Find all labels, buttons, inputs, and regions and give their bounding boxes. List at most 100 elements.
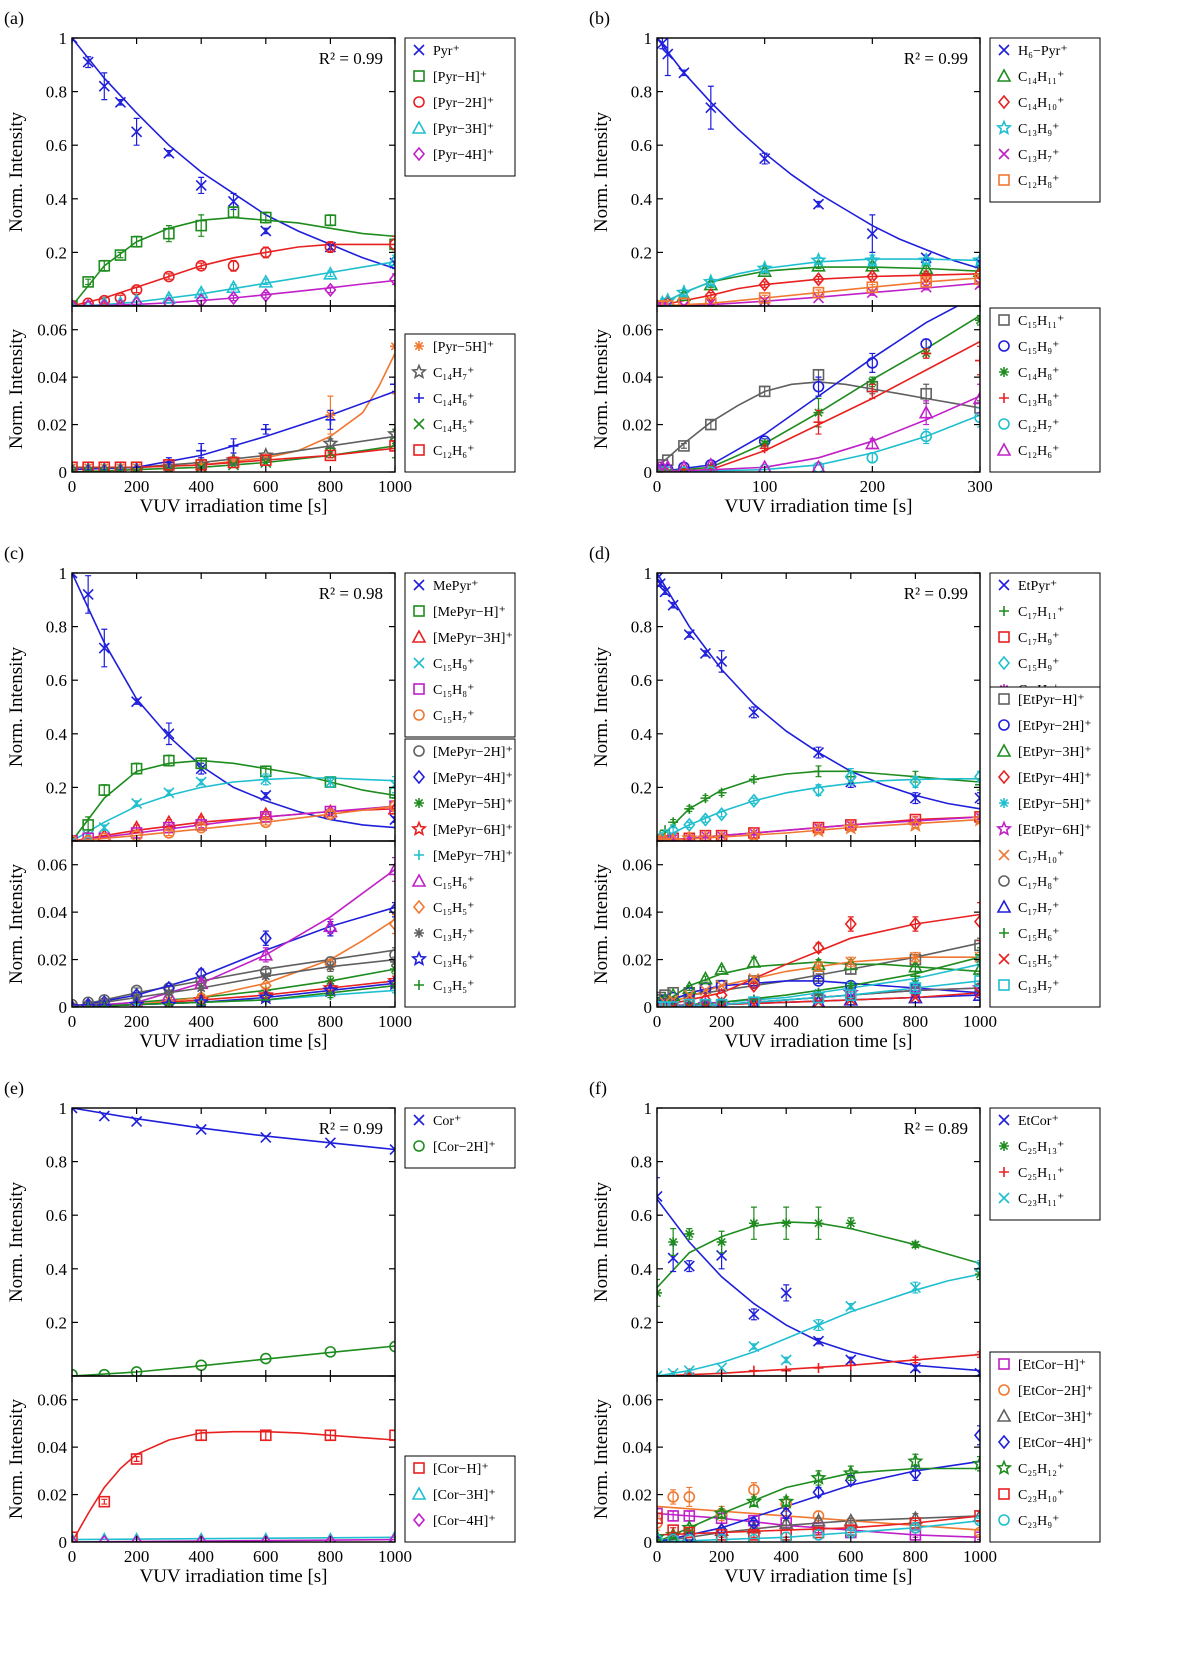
data-point-bottom-11 [683,998,696,1007]
data-point-top-1 [684,1228,695,1239]
data-point-bottom-4 [114,461,127,472]
data-point-bottom-2 [388,1532,395,1542]
panel-label: (e) [4,1078,24,1099]
axes-top: 0.2 0.4 0.6 0.8 1 Norm. Intensity MePyr⁺ [MePyr… [6,564,516,842]
data-point-bottom-8 [160,996,178,1007]
data-point-top-2 [758,277,771,292]
data-point-top-3 [387,252,395,267]
data-point-bottom-3 [867,386,878,397]
data-point-top-4 [324,282,337,298]
legend-label: C₁₂H₆⁺ [433,444,474,459]
y-tick-label: 1 [644,564,653,583]
data-point-top-1 [82,819,94,831]
y-tick-label: 0 [644,1533,653,1552]
data-point-top-1 [227,206,240,218]
error-bar [657,1278,660,1307]
data-point-bottom-2 [681,980,697,994]
data-point-bottom-4 [678,466,690,472]
y-tick-label: 0.04 [37,1438,67,1457]
data-point-bottom-0 [758,385,771,398]
data-point-bottom-11 [699,998,712,1007]
data-point-bottom-1 [683,1491,696,1503]
legend-label: C₁₄H₇⁺ [433,366,474,381]
data-point-top-2 [748,1365,759,1376]
legend-marker [412,899,426,915]
data-point-top-3 [683,1365,695,1376]
x-tick-label: 400 [773,1547,799,1566]
data-point-top-4 [748,827,759,838]
legend-label: Pyr⁺ [433,44,460,59]
data-point-top-0 [131,1115,143,1127]
fit-curve-bottom-0 [72,1430,395,1542]
data-point-bottom-4 [745,1493,763,1509]
data-point-top-0 [72,1108,78,1114]
data-point-bottom-5 [657,1512,663,1525]
legend-marker [998,631,1010,643]
data-point-top-4 [130,296,143,306]
legend-marker [997,769,1011,785]
legend-marker [996,68,1012,82]
legend-label: C₁₄H₅⁺ [433,418,474,433]
data-point-bottom-2 [72,1534,79,1542]
data-point-bottom-6 [683,989,695,1001]
data-point-bottom-0 [974,1531,980,1542]
data-point-top-5 [974,273,980,286]
data-point-bottom-5 [258,947,274,961]
data-point-top-4 [705,297,717,306]
y-tick-label: 1 [644,1099,653,1118]
axes-top: 0.2 0.4 0.6 0.8 1 Norm. Intensity H₆−Pyr⁺ C₁₄H₁… [591,29,1101,307]
x-axis-label: VUV irradiation time [s] [139,1566,327,1587]
data-point-top-0 [114,96,127,108]
data-point-top-1 [98,784,111,796]
axes-bottom: 0 0.02 0.04 0.06 Norm. Intensity [EtCor−H]⁺ [E… [591,1351,1101,1552]
y-tick-label: 0 [59,998,68,1017]
legend-label: [EtPyr−2H]⁺ [1018,719,1092,734]
x-tick-label: 200 [124,1012,150,1031]
error-bar [165,273,172,280]
data-point-top-5 [920,276,932,288]
legend-marker [414,341,424,351]
data-point-top-0 [974,1367,980,1376]
data-point-top-4 [657,300,663,306]
y-tick-label: 0.8 [46,83,67,102]
error-bar [815,977,822,984]
legend-label: C₁₃H₇⁺ [1018,148,1059,163]
x-tick-label: 0 [68,1012,77,1031]
data-point-top-0 [389,1143,395,1156]
x-tick-label: 300 [967,477,993,496]
data-point-bottom-4 [713,1504,730,1521]
legend-label: C₁₃H₇⁺ [1018,979,1059,994]
y-axis-label: Norm. Intensity [6,863,27,984]
data-point-bottom-1 [812,380,825,393]
panel-label: (d) [589,543,610,564]
data-point-top-3 [131,797,143,810]
fit-curve-top-1 [72,759,395,841]
data-point-top-3 [699,812,712,827]
data-point-bottom-4 [98,461,111,472]
data-point-bottom-0 [920,387,932,400]
data-point-bottom-6 [974,1514,980,1527]
legend-label: C₂₃H₁₁⁺ [1018,1192,1064,1207]
data-point-bottom-3 [973,1428,980,1443]
legend-label: [Pyr−2H]⁺ [433,96,494,111]
x-axis-label: VUV irradiation time [s] [724,1031,912,1052]
panel-label: (a) [4,8,24,29]
error-bar [230,206,237,219]
legend-label: C₁₅H₈⁺ [433,683,474,698]
data-point-bottom-3 [747,1515,760,1531]
data-point-top-2 [129,819,144,834]
y-axis-label: Norm. Intensity [6,111,27,232]
data-point-top-3 [667,1367,679,1376]
axes-frame [656,840,981,1008]
data-point-bottom-5 [974,1510,980,1522]
data-point-bottom-4 [259,454,272,466]
data-point-bottom-0 [974,939,980,952]
y-tick-label: 1 [59,29,68,48]
legend-label: [EtCor−2H]⁺ [1018,1384,1093,1399]
data-point-bottom-3 [759,443,770,454]
data-point-bottom-1 [974,986,980,999]
x-tick-label: 400 [188,1547,214,1566]
data-point-top-0 [131,696,143,708]
data-point-bottom-4 [72,461,78,472]
data-point-top-3 [675,284,693,300]
